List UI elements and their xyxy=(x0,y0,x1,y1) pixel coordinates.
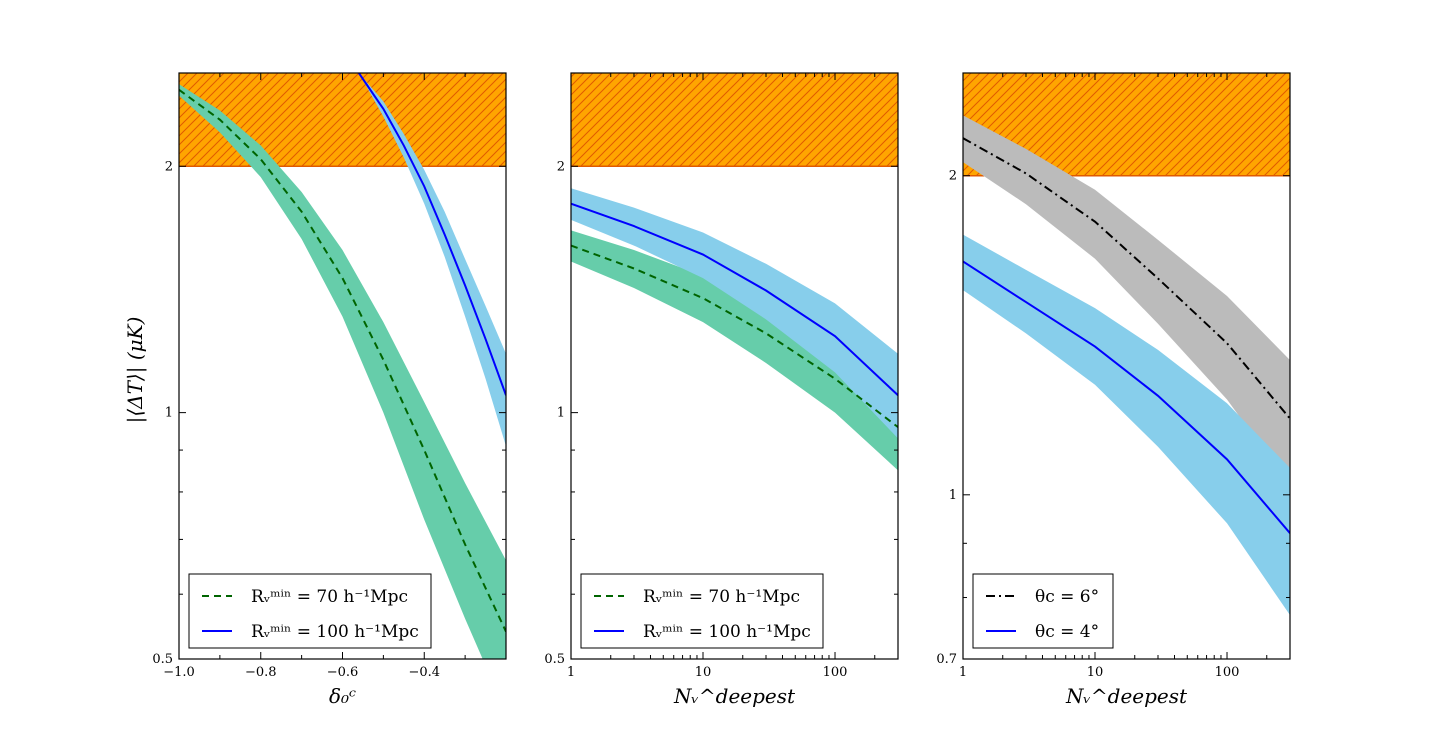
y-tick-label: 1 xyxy=(557,406,565,421)
x-tick-label: 100 xyxy=(1215,665,1240,680)
y-axis-label: |⟨ΔT⟩| (μK) xyxy=(123,317,148,424)
y-tick-label: 2 xyxy=(557,159,565,174)
line-series-2 xyxy=(571,202,898,397)
legend-label-1: Rᵥᵐⁱⁿ = 70 h⁻¹Mpc xyxy=(251,587,408,607)
legend-label-1: θc = 6° xyxy=(1035,587,1099,607)
y-tick-label: 0.5 xyxy=(544,652,565,667)
y-tick-label: 0.5 xyxy=(152,652,173,667)
legend-box xyxy=(188,573,432,649)
x-tick-label: −1.0 xyxy=(163,665,195,680)
excluded-region xyxy=(571,73,898,167)
x-tick-label: −0.8 xyxy=(245,665,277,680)
y-tick-label: 0.7 xyxy=(936,652,957,667)
axes-frame xyxy=(570,72,899,660)
legend-box xyxy=(580,573,824,649)
legend-label-2: Rᵥᵐⁱⁿ = 100 h⁻¹Mpc xyxy=(643,622,811,642)
plot-area-1 xyxy=(179,73,506,659)
x-tick-label: −0.6 xyxy=(327,665,359,680)
axes-frame xyxy=(962,72,1291,660)
x-axis-label: Nᵥ^deepest xyxy=(1065,684,1188,708)
band-series-1 xyxy=(179,84,506,659)
y-tick-label: 1 xyxy=(949,488,957,503)
panel-1: 0.5 1 2 −1.0 −0.8 −0.6 −0.4 δ₀ᶜ Rᵥᵐⁱⁿ = 70 h⁻¹Mp… xyxy=(152,72,507,708)
legend-box xyxy=(972,573,1114,649)
band-series-2 xyxy=(571,188,898,439)
plot-area-3 xyxy=(963,73,1290,616)
x-axis-label: Nᵥ^deepest xyxy=(673,684,796,708)
y-tick-label: 2 xyxy=(165,159,173,174)
x-tick-label: 100 xyxy=(823,665,848,680)
x-tick-label: 1 xyxy=(959,665,967,680)
band-series-2 xyxy=(963,234,1290,616)
band-series-1 xyxy=(963,115,1290,486)
y-tick-label: 1 xyxy=(165,406,173,421)
line-series-2 xyxy=(358,73,506,396)
legend-label-2: θc = 4° xyxy=(1035,622,1099,642)
legend-label-1: Rᵥᵐⁱⁿ = 70 h⁻¹Mpc xyxy=(643,587,800,607)
line-series-1 xyxy=(963,137,1290,420)
x-tick-label: −0.4 xyxy=(408,665,440,680)
legend-label-2: Rᵥᵐⁱⁿ = 100 h⁻¹Mpc xyxy=(251,622,419,642)
x-tick-label: 10 xyxy=(1087,665,1104,680)
x-tick-label: 10 xyxy=(695,665,712,680)
excluded-region xyxy=(179,73,506,167)
line-series-1 xyxy=(179,88,506,633)
line-series-2 xyxy=(963,260,1290,534)
plot-area-2 xyxy=(571,73,898,471)
y-tick-label: 2 xyxy=(949,169,957,184)
x-tick-label: 1 xyxy=(567,665,575,680)
x-axis-label: δ₀ᶜ xyxy=(329,684,356,708)
band-series-1 xyxy=(571,230,898,471)
